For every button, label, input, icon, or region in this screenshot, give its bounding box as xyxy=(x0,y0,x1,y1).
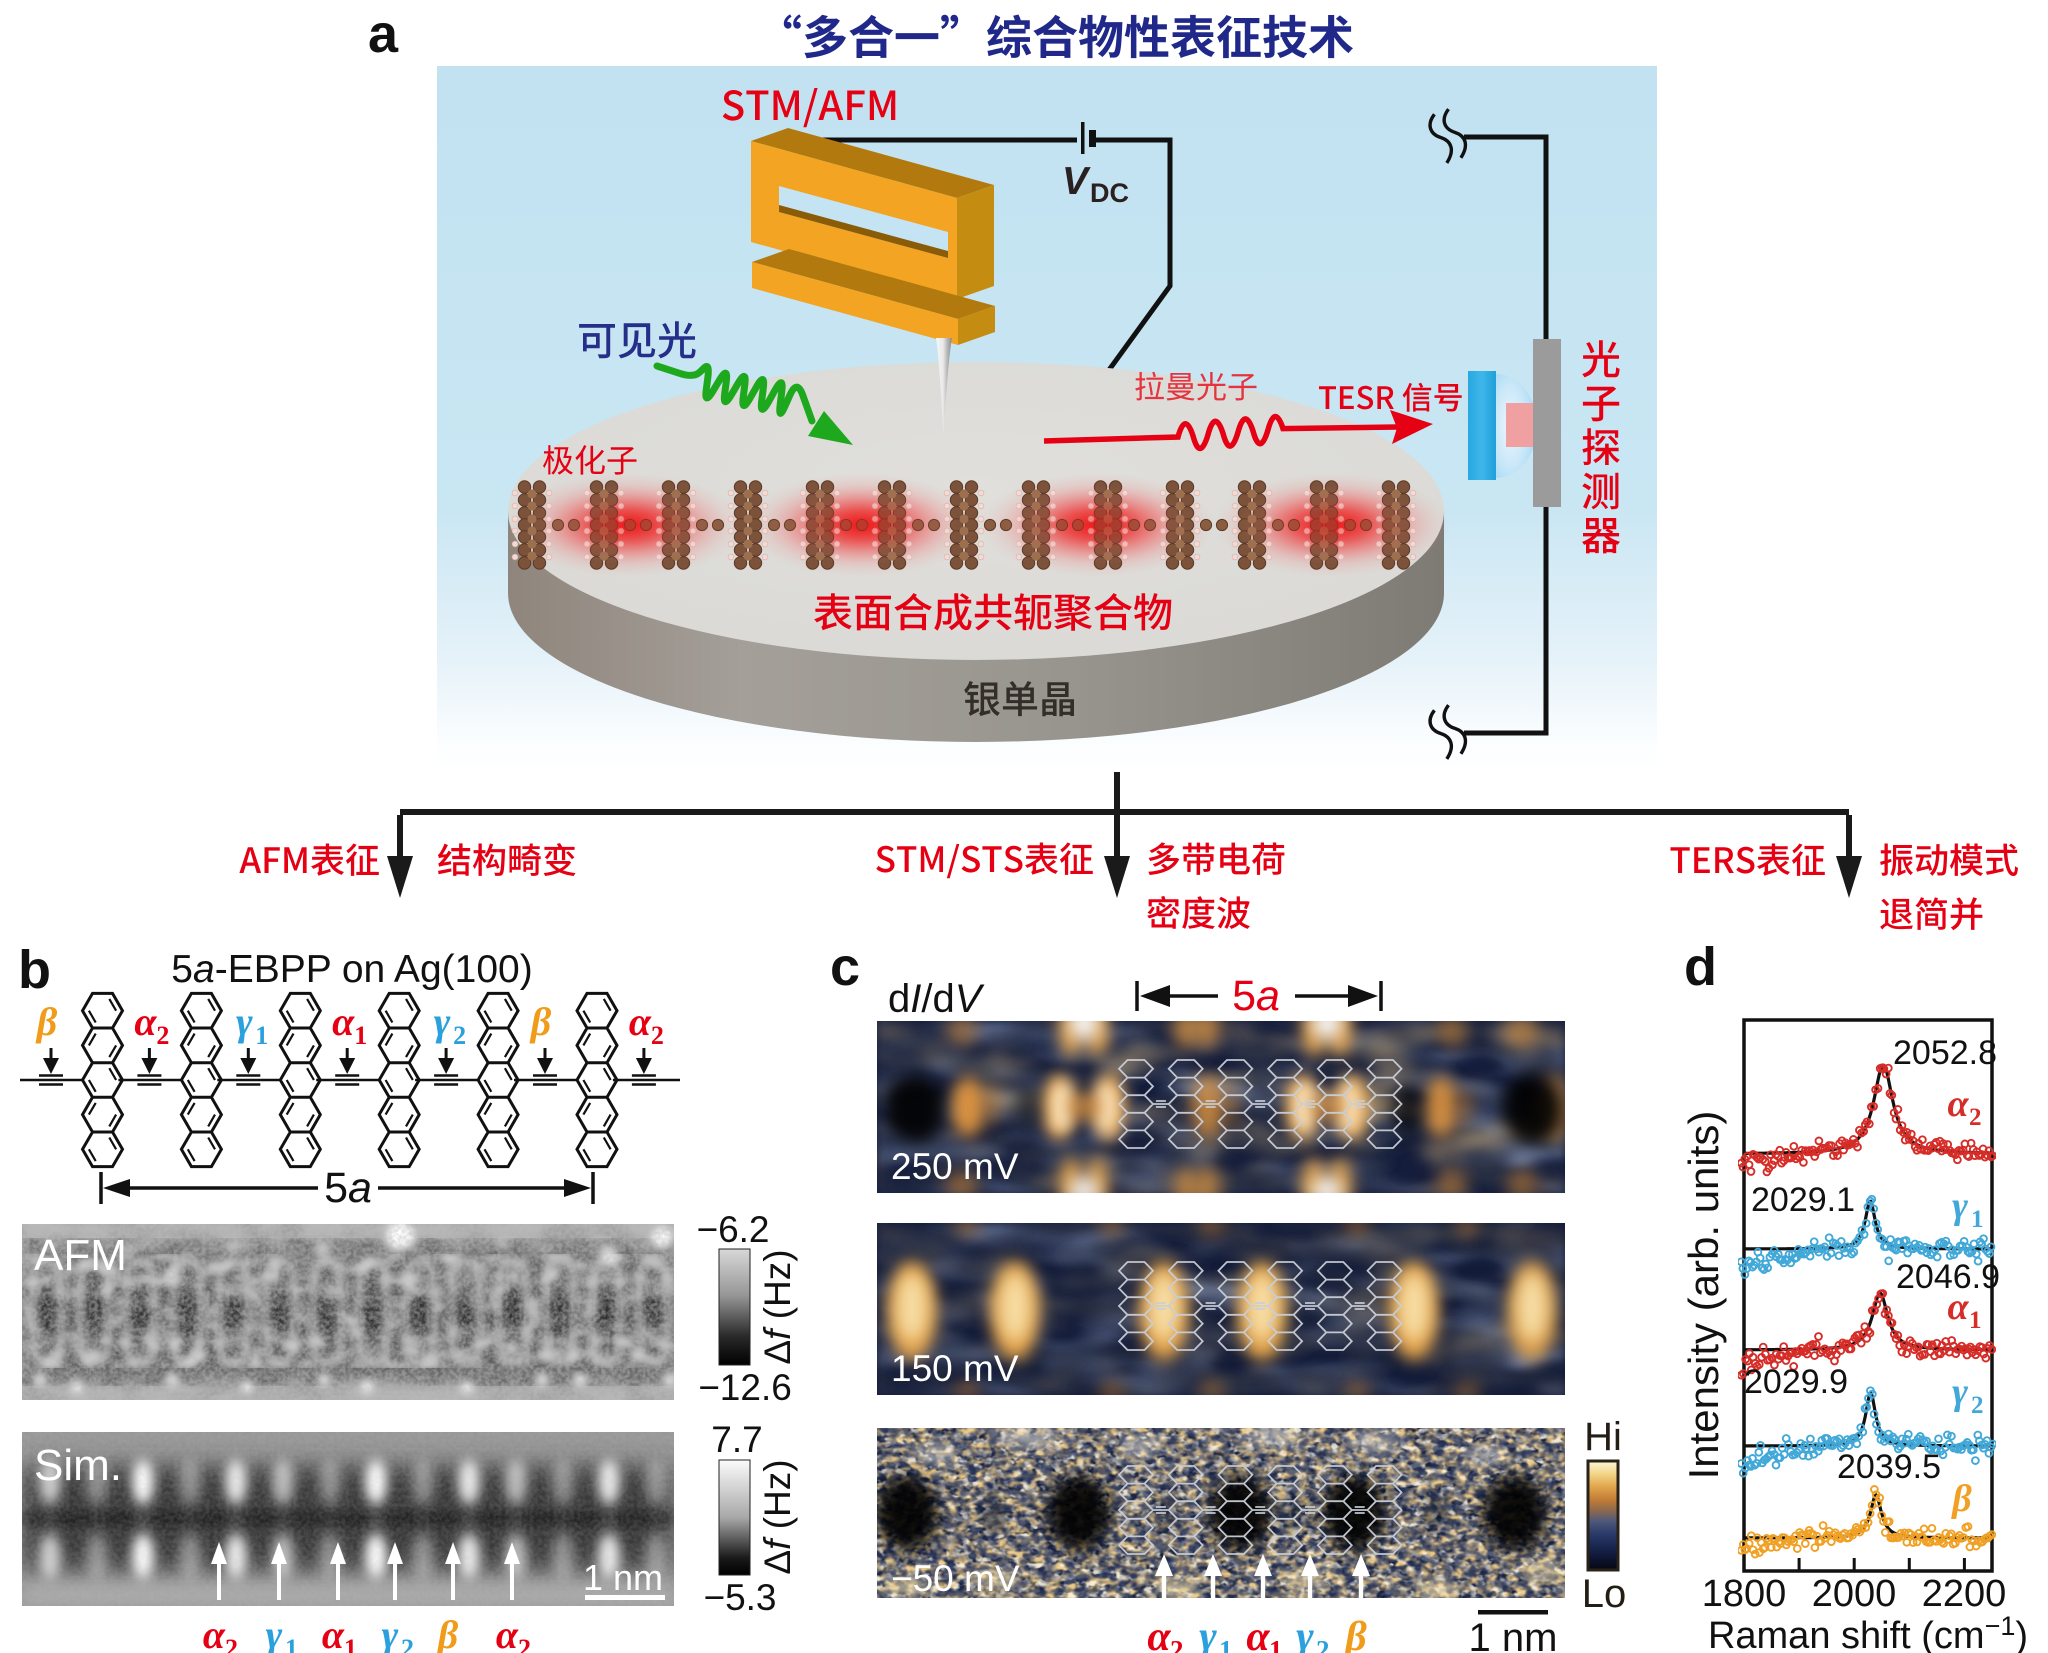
svg-text:α: α xyxy=(322,1612,345,1653)
svg-text:1: 1 xyxy=(1269,1635,1283,1653)
svg-text:150 mV: 150 mV xyxy=(891,1348,1019,1389)
svg-text:γ: γ xyxy=(1952,1185,1968,1227)
svg-text:2: 2 xyxy=(225,1634,238,1653)
svg-text:2: 2 xyxy=(651,1021,664,1050)
svg-text:1: 1 xyxy=(1971,1206,1984,1233)
svg-text:−12.6: −12.6 xyxy=(698,1367,792,1408)
svg-text:2052.8: 2052.8 xyxy=(1893,1034,1997,1072)
svg-text:a: a xyxy=(368,4,399,64)
svg-text:−5.3: −5.3 xyxy=(703,1577,776,1618)
svg-text:2: 2 xyxy=(156,1021,169,1050)
svg-text:1: 1 xyxy=(344,1634,357,1653)
svg-text:1: 1 xyxy=(354,1021,367,1050)
svg-text:−50 mV: −50 mV xyxy=(891,1558,1020,1599)
svg-text:dI/dV: dI/dV xyxy=(888,977,985,1021)
svg-text:γ: γ xyxy=(382,1612,399,1653)
svg-text:d: d xyxy=(1684,937,1717,997)
svg-text:5a: 5a xyxy=(324,1164,372,1212)
svg-text:γ: γ xyxy=(434,999,451,1044)
svg-text:DC: DC xyxy=(1090,178,1129,208)
svg-text:2200: 2200 xyxy=(1922,1573,2007,1615)
svg-text:2000: 2000 xyxy=(1812,1573,1897,1615)
svg-text:2: 2 xyxy=(1316,1635,1330,1653)
svg-text:1 nm: 1 nm xyxy=(583,1557,663,1598)
svg-text:α: α xyxy=(1147,1614,1171,1653)
svg-text:γ: γ xyxy=(1199,1614,1217,1653)
svg-text:γ: γ xyxy=(236,999,253,1044)
svg-text:Intensity (arb. units): Intensity (arb. units) xyxy=(1680,1111,1727,1480)
svg-text:α: α xyxy=(496,1612,519,1653)
svg-text:α: α xyxy=(1947,1286,1969,1328)
svg-text:2: 2 xyxy=(1969,1104,1982,1131)
svg-text:−6.2: −6.2 xyxy=(696,1209,769,1250)
svg-text:α: α xyxy=(134,999,157,1044)
svg-text:b: b xyxy=(18,940,51,1000)
svg-text:γ: γ xyxy=(1952,1371,1968,1413)
svg-text:1 nm: 1 nm xyxy=(1469,1616,1558,1653)
svg-text:AFM: AFM xyxy=(34,1231,127,1280)
svg-text:2039.5: 2039.5 xyxy=(1837,1448,1941,1486)
svg-text:γ: γ xyxy=(1296,1614,1314,1653)
svg-text:Δf (Hz): Δf (Hz) xyxy=(757,1249,798,1364)
svg-text:c: c xyxy=(830,937,860,997)
svg-text:Raman shift (cm−1): Raman shift (cm−1) xyxy=(1708,1611,2028,1653)
svg-text:α: α xyxy=(629,999,652,1044)
svg-text:Sim.: Sim. xyxy=(34,1441,122,1490)
svg-text:2: 2 xyxy=(401,1634,414,1653)
svg-text:2: 2 xyxy=(1971,1392,1984,1419)
svg-text:β: β xyxy=(1343,1614,1367,1653)
svg-text:β: β xyxy=(529,999,552,1044)
svg-text:β: β xyxy=(436,1612,459,1653)
svg-text:Lo: Lo xyxy=(1582,1572,1627,1616)
svg-text:5a-EBPP on Ag(100): 5a-EBPP on Ag(100) xyxy=(171,948,532,991)
svg-text:γ: γ xyxy=(266,1612,283,1653)
svg-text:α: α xyxy=(203,1612,226,1653)
svg-text:α: α xyxy=(1246,1614,1270,1653)
svg-text:α: α xyxy=(1947,1083,1969,1125)
svg-text:1: 1 xyxy=(1219,1635,1233,1653)
svg-text:5a: 5a xyxy=(1232,972,1280,1020)
svg-text:2: 2 xyxy=(453,1021,466,1050)
svg-text:1: 1 xyxy=(285,1634,298,1653)
svg-text:1: 1 xyxy=(1969,1307,1982,1334)
svg-text:2: 2 xyxy=(1170,1635,1184,1653)
svg-text:β: β xyxy=(1950,1478,1972,1520)
svg-text:250 mV: 250 mV xyxy=(891,1146,1019,1187)
svg-text:Δf (Hz): Δf (Hz) xyxy=(757,1459,798,1574)
svg-text:2: 2 xyxy=(518,1634,531,1653)
svg-text:2046.9: 2046.9 xyxy=(1896,1258,2000,1296)
svg-text:Hi: Hi xyxy=(1584,1415,1622,1459)
svg-text:β: β xyxy=(35,999,58,1044)
svg-text:α: α xyxy=(332,999,355,1044)
svg-text:2029.9: 2029.9 xyxy=(1744,1363,1848,1401)
svg-text:V: V xyxy=(1062,160,1091,203)
svg-text:1800: 1800 xyxy=(1702,1573,1787,1615)
svg-text:2029.1: 2029.1 xyxy=(1751,1181,1855,1219)
svg-text:1: 1 xyxy=(255,1021,268,1050)
svg-text:7.7: 7.7 xyxy=(711,1419,762,1460)
